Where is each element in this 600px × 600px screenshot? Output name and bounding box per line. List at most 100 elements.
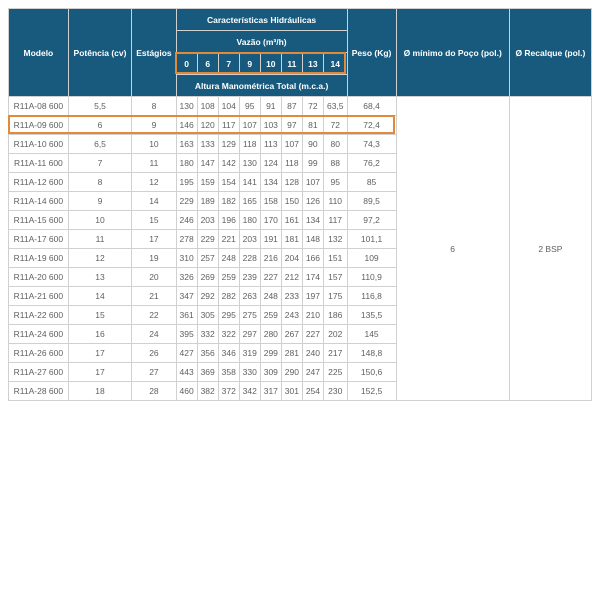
cell: 297 bbox=[239, 325, 260, 344]
cell: 17 bbox=[68, 344, 132, 363]
cell: 319 bbox=[239, 344, 260, 363]
cell: R11A-17 600 bbox=[9, 230, 69, 249]
col-minpoco: Ø mínimo do Poço (pol.) bbox=[396, 9, 509, 97]
cell: 22 bbox=[132, 306, 176, 325]
cell: 229 bbox=[197, 230, 218, 249]
cell: 89,5 bbox=[347, 192, 396, 211]
cell: 197 bbox=[302, 287, 323, 306]
cell: 10 bbox=[132, 135, 176, 154]
cell: 117 bbox=[218, 116, 239, 135]
cell: 248 bbox=[260, 287, 281, 306]
cell: 217 bbox=[323, 344, 347, 363]
col-potencia: Potência (cv) bbox=[68, 9, 132, 97]
cell: 20 bbox=[132, 268, 176, 287]
cell: 116,8 bbox=[347, 287, 396, 306]
cell: 95 bbox=[323, 173, 347, 192]
cell: 267 bbox=[281, 325, 302, 344]
cell: 147 bbox=[197, 154, 218, 173]
cell: 248 bbox=[218, 249, 239, 268]
col-flow-14: 14 bbox=[323, 53, 347, 75]
cell: 278 bbox=[176, 230, 197, 249]
cell: 68,4 bbox=[347, 97, 396, 116]
cell: 204 bbox=[281, 249, 302, 268]
cell: 118 bbox=[281, 154, 302, 173]
cell: 166 bbox=[302, 249, 323, 268]
cell: 174 bbox=[302, 268, 323, 287]
cell: 326 bbox=[176, 268, 197, 287]
cell: 97 bbox=[281, 116, 302, 135]
cell: 330 bbox=[239, 363, 260, 382]
col-flow-13: 13 bbox=[302, 53, 323, 75]
cell: 133 bbox=[197, 135, 218, 154]
cell: 129 bbox=[218, 135, 239, 154]
cell: R11A-22 600 bbox=[9, 306, 69, 325]
cell: 216 bbox=[260, 249, 281, 268]
cell: R11A-20 600 bbox=[9, 268, 69, 287]
col-flow-6: 6 bbox=[197, 53, 218, 75]
cell: 159 bbox=[197, 173, 218, 192]
cell: 269 bbox=[197, 268, 218, 287]
cell: 358 bbox=[218, 363, 239, 382]
col-recalque: Ø Recalque (pol.) bbox=[509, 9, 591, 97]
cell: 356 bbox=[197, 344, 218, 363]
cell: 292 bbox=[197, 287, 218, 306]
cell: 6 bbox=[68, 116, 132, 135]
cell-minpoco: 6 bbox=[396, 97, 509, 401]
cell: 128 bbox=[281, 173, 302, 192]
col-modelo: Modelo bbox=[9, 9, 69, 97]
cell: 309 bbox=[260, 363, 281, 382]
cell: 6,5 bbox=[68, 135, 132, 154]
cell: 81 bbox=[302, 116, 323, 135]
col-altura: Altura Manométrica Total (m.c.a.) bbox=[176, 75, 347, 97]
cell: 74,3 bbox=[347, 135, 396, 154]
cell: 151 bbox=[323, 249, 347, 268]
cell: 108 bbox=[197, 97, 218, 116]
col-flow-10: 10 bbox=[260, 53, 281, 75]
cell: 299 bbox=[260, 344, 281, 363]
cell: 280 bbox=[260, 325, 281, 344]
cell: 203 bbox=[239, 230, 260, 249]
cell: 295 bbox=[218, 306, 239, 325]
cell: 134 bbox=[302, 211, 323, 230]
cell: R11A-08 600 bbox=[9, 97, 69, 116]
cell: 15 bbox=[132, 211, 176, 230]
cell: R11A-12 600 bbox=[9, 173, 69, 192]
cell: 165 bbox=[239, 192, 260, 211]
col-estagios: Estágios bbox=[132, 9, 176, 97]
cell: R11A-24 600 bbox=[9, 325, 69, 344]
cell: 322 bbox=[218, 325, 239, 344]
cell: 126 bbox=[302, 192, 323, 211]
cell: 182 bbox=[218, 192, 239, 211]
cell: 76,2 bbox=[347, 154, 396, 173]
cell: 14 bbox=[68, 287, 132, 306]
cell: 107 bbox=[239, 116, 260, 135]
cell: 282 bbox=[218, 287, 239, 306]
cell: 8 bbox=[132, 97, 176, 116]
cell: 310 bbox=[176, 249, 197, 268]
col-caracteristicas: Características Hidráulicas bbox=[176, 9, 347, 31]
cell-recalque: 2 BSP bbox=[509, 97, 591, 401]
table-row: R11A-08 6005,581301081049591877263,568,4… bbox=[9, 97, 592, 116]
cell: 104 bbox=[218, 97, 239, 116]
cell: 145 bbox=[347, 325, 396, 344]
cell: 26 bbox=[132, 344, 176, 363]
cell: 317 bbox=[260, 382, 281, 401]
cell: 85 bbox=[347, 173, 396, 192]
cell: 254 bbox=[302, 382, 323, 401]
cell: 202 bbox=[323, 325, 347, 344]
cell: 230 bbox=[323, 382, 347, 401]
cell: 180 bbox=[176, 154, 197, 173]
cell: 9 bbox=[68, 192, 132, 211]
cell: 221 bbox=[218, 230, 239, 249]
cell: 117 bbox=[323, 211, 347, 230]
cell: 228 bbox=[239, 249, 260, 268]
cell: 342 bbox=[239, 382, 260, 401]
cell: 158 bbox=[260, 192, 281, 211]
cell: R11A-28 600 bbox=[9, 382, 69, 401]
cell: R11A-09 600 bbox=[9, 116, 69, 135]
cell: 110,9 bbox=[347, 268, 396, 287]
cell: 427 bbox=[176, 344, 197, 363]
cell: 135,5 bbox=[347, 306, 396, 325]
cell: 142 bbox=[218, 154, 239, 173]
cell: 154 bbox=[218, 173, 239, 192]
